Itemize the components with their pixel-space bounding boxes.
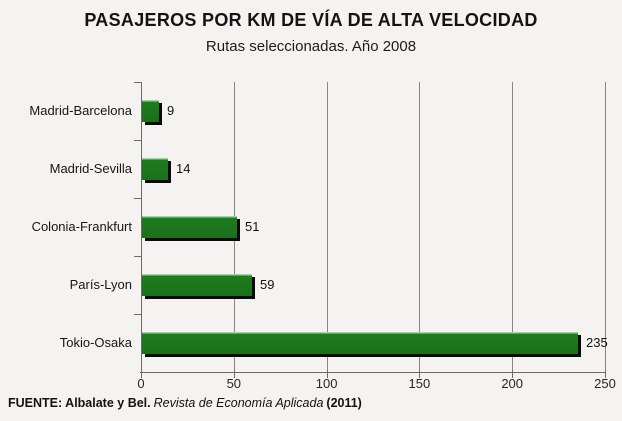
- category-label: Madrid-Sevilla: [49, 161, 132, 176]
- bar: [142, 332, 578, 354]
- value-label: 9: [167, 103, 175, 118]
- x-tick-label: 200: [501, 376, 524, 391]
- gridline: [605, 82, 606, 372]
- source-prefix: FUENTE: Albalate y Bel.: [8, 396, 151, 410]
- category-label: París-Lyon: [69, 277, 132, 292]
- y-axis-tick: [134, 198, 141, 199]
- value-label: 51: [245, 219, 260, 234]
- bar: [142, 216, 237, 238]
- x-axis-tick: [605, 370, 606, 378]
- bar: [142, 100, 159, 122]
- category-label: Colonia-Frankfurt: [31, 219, 132, 234]
- gridline: [419, 82, 421, 372]
- y-axis-tick: [134, 82, 141, 83]
- bar: [142, 274, 252, 296]
- value-label: 59: [260, 277, 275, 292]
- chart-title: PASAJEROS POR KM DE VÍA DE ALTA VELOCIDA…: [84, 10, 538, 30]
- x-axis-tick: [141, 370, 142, 378]
- value-label: 14: [176, 161, 191, 176]
- value-label: 235: [586, 335, 608, 350]
- plot-area: 9 14 51 59 235: [134, 82, 608, 378]
- source-year: (2011): [326, 396, 362, 410]
- x-tick-label: 0: [137, 376, 145, 391]
- y-axis-tick: [134, 314, 141, 315]
- x-axis-tick: [512, 370, 514, 378]
- x-tick-label: 50: [226, 376, 242, 391]
- y-axis-line: [141, 82, 142, 372]
- x-tick-label: 150: [408, 376, 431, 391]
- category-label: Tokio-Osaka: [59, 335, 132, 350]
- bar: [142, 158, 168, 180]
- x-axis-tick: [419, 370, 421, 378]
- gridline: [512, 82, 514, 372]
- y-axis-tick: [134, 140, 141, 141]
- source-citation: FUENTE: Albalate y Bel. Revista de Econom…: [8, 396, 362, 410]
- category-label: Madrid-Barcelona: [29, 103, 132, 118]
- x-tick-label: 250: [594, 376, 616, 391]
- x-axis-tick: [233, 370, 235, 378]
- y-axis-tick: [134, 256, 141, 257]
- x-axis-line: [140, 372, 606, 373]
- chart-subtitle: Rutas seleccionadas. Año 2008: [205, 38, 417, 55]
- gridline: [326, 82, 328, 372]
- source-journal: Revista de Economía Aplicada: [153, 396, 324, 410]
- x-tick-label: 100: [315, 376, 338, 391]
- x-axis-tick: [326, 370, 328, 378]
